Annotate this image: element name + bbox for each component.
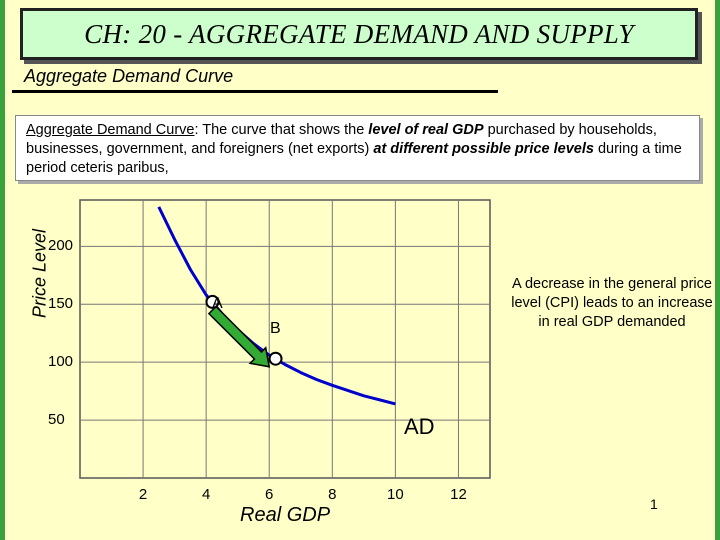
point-marker-b xyxy=(268,351,283,366)
ad-curve-label: AD xyxy=(404,414,435,439)
x-tick-label: 6 xyxy=(265,486,274,503)
section-subtitle: Aggregate Demand Curve xyxy=(24,66,234,86)
slide-title: CH: 20 - AGGREGATE DEMAND AND SUPPLY xyxy=(84,18,634,49)
definition-box: Aggregate Demand Curve: The curve that s… xyxy=(15,115,700,181)
page-number: 1 xyxy=(650,496,658,512)
explanation-note: A decrease in the general price level (C… xyxy=(511,276,713,330)
point-marker-a xyxy=(205,294,220,309)
definition-term: Aggregate Demand Curve xyxy=(26,122,195,138)
y-tick-label: 150 xyxy=(48,295,74,313)
point-label-a: A xyxy=(212,295,223,312)
y-axis-title: Price Level xyxy=(29,228,50,319)
x-tick-label: 2 xyxy=(138,486,148,503)
definition-emphasis-1: level of real GDP xyxy=(368,122,484,138)
movement-arrow xyxy=(207,305,271,368)
left-edge-bar xyxy=(0,0,5,540)
y-tick-label: 100 xyxy=(48,353,74,371)
subtitle-underline xyxy=(12,90,498,93)
x-tick-label: 12 xyxy=(450,486,467,503)
ad-curve-line xyxy=(157,206,396,406)
x-tick-label: 8 xyxy=(328,486,337,503)
x-tick-label: 10 xyxy=(387,486,404,503)
y-tick-label: 50 xyxy=(48,411,65,429)
definition-text-1: : The curve that shows the xyxy=(194,122,369,138)
right-edge-bar xyxy=(715,0,720,540)
definition-emphasis-2: at different possible price levels xyxy=(373,141,594,157)
y-tick-label: 200 xyxy=(48,237,74,255)
x-axis-title: Real GDP xyxy=(240,504,331,526)
slide-title-box: CH: 20 - AGGREGATE DEMAND AND SUPPLY xyxy=(20,8,698,60)
definition-text-3: during a time period ceteris paribus, xyxy=(26,141,682,176)
definition-text-2: purchased by households, businesses, gov… xyxy=(26,122,657,157)
point-label-b: B xyxy=(270,320,281,337)
x-tick-label: 4 xyxy=(201,486,211,503)
